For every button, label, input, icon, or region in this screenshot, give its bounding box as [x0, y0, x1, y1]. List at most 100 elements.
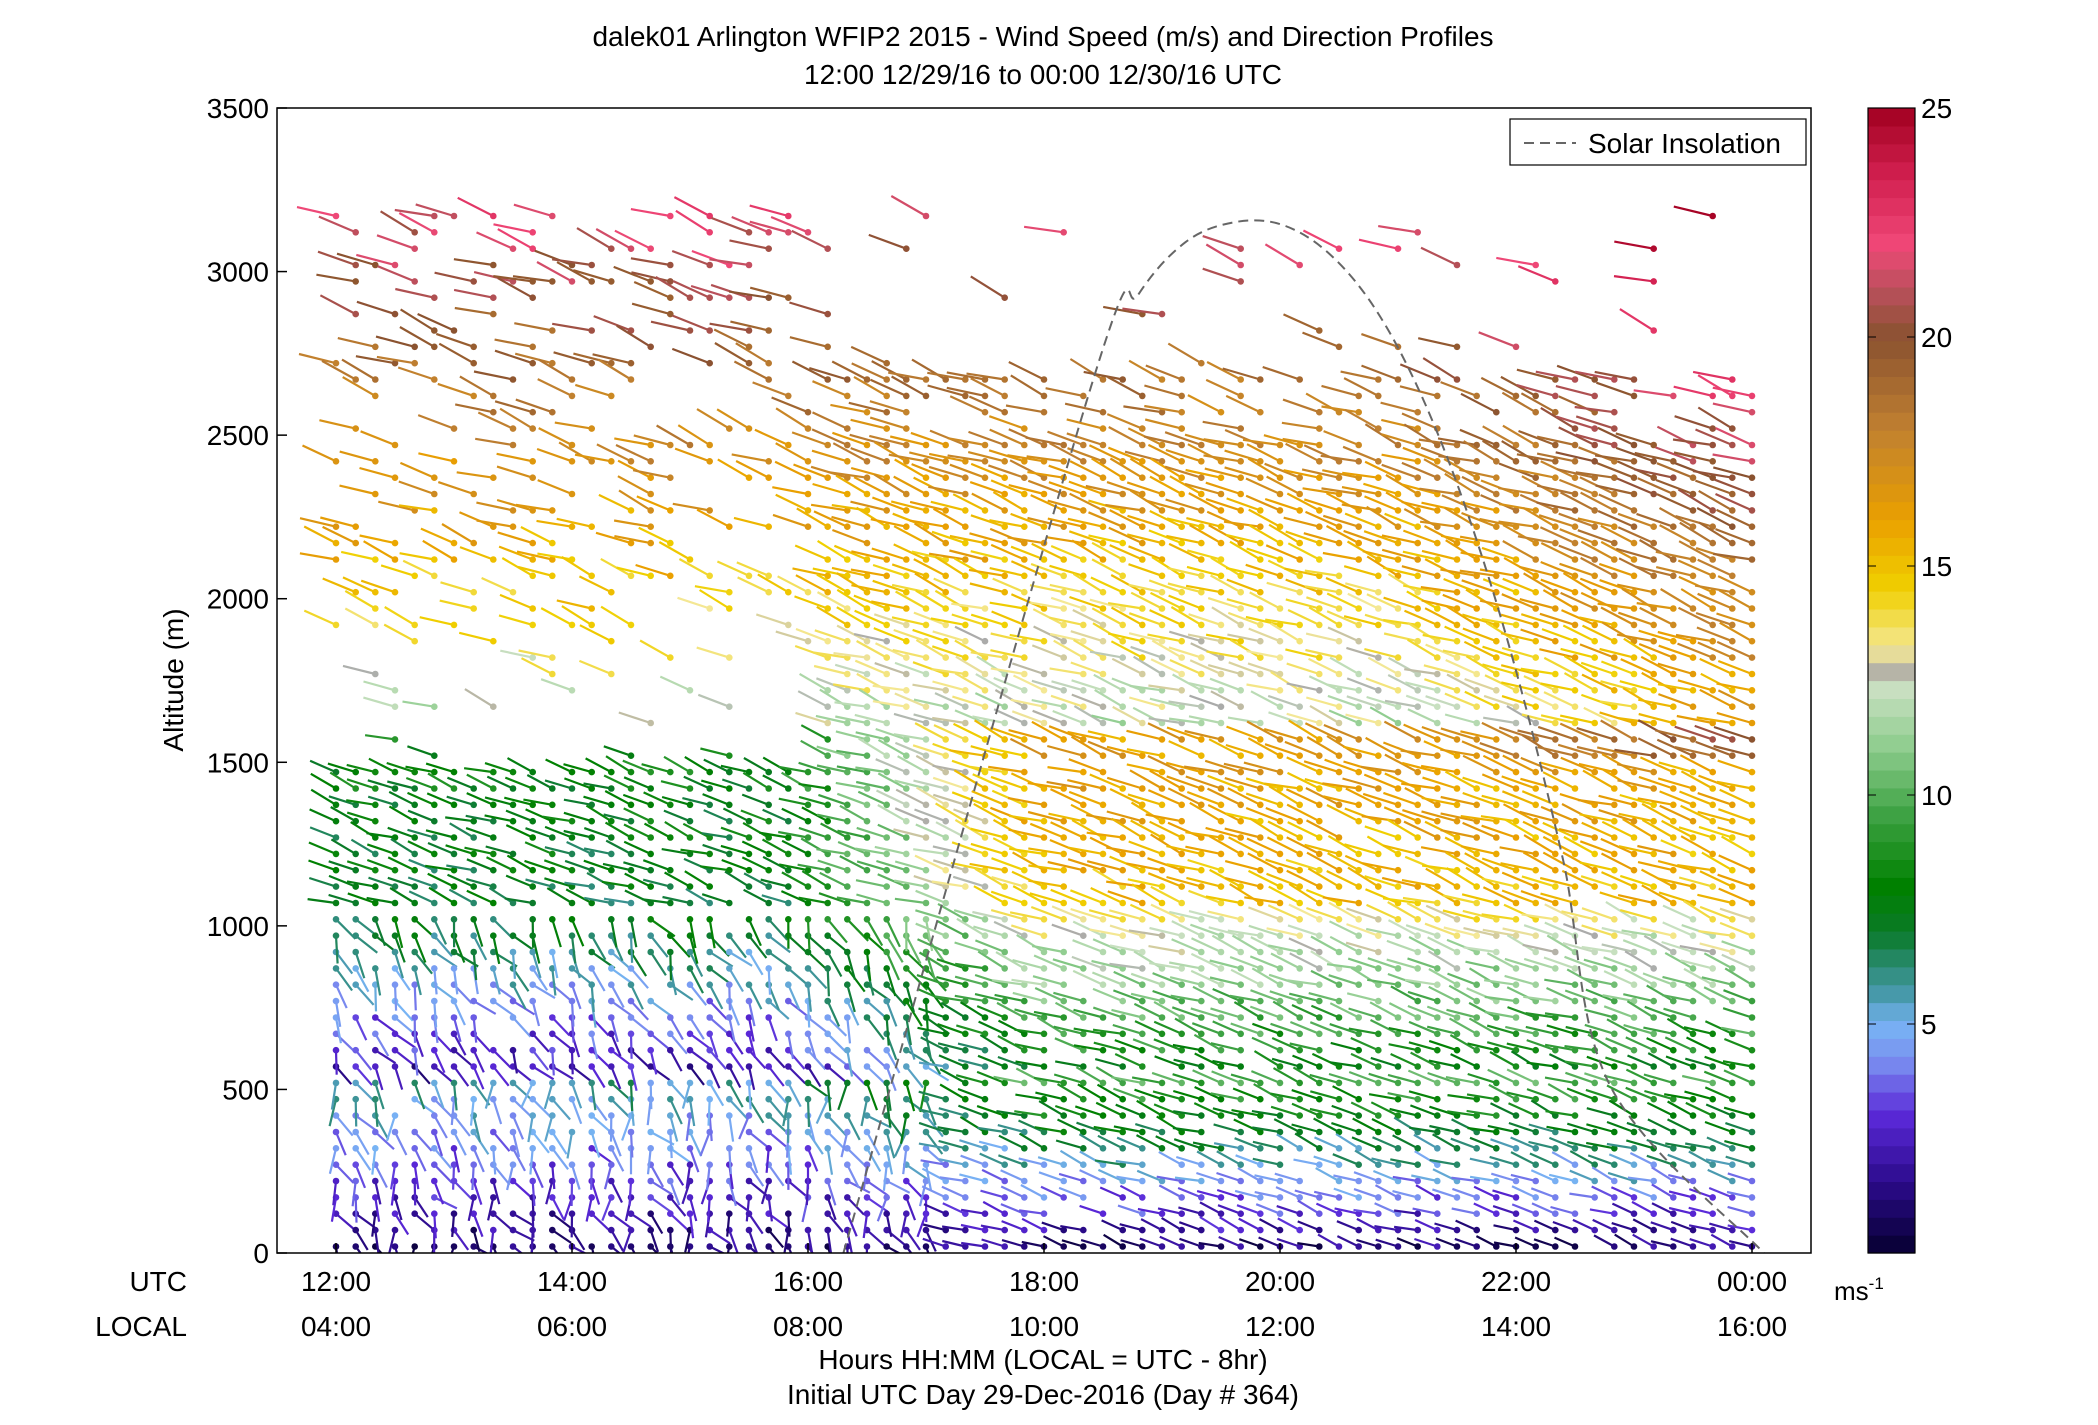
- wind-barb-shaft: [520, 1082, 534, 1108]
- wind-barb-point: [1178, 1161, 1185, 1168]
- wind-barb-point: [667, 1161, 674, 1168]
- wind-barb-shaft: [570, 951, 581, 979]
- wind-barb-point: [588, 458, 595, 465]
- wind-barb-point: [942, 1145, 949, 1152]
- wind-barb-point: [509, 1014, 517, 1021]
- wind-barb-shaft: [1127, 514, 1163, 528]
- wind-barb-shaft: [826, 1016, 848, 1037]
- chart-subtitle: 12:00 12/29/16 to 00:00 12/30/16 UTC: [804, 59, 1282, 90]
- wind-barb-point: [450, 965, 458, 972]
- wind-barb-shaft: [832, 528, 868, 545]
- wind-barb-shaft: [894, 879, 927, 888]
- wind-barb-point: [1414, 736, 1421, 743]
- wind-barb-shaft: [475, 437, 514, 447]
- wind-barb-point: [922, 556, 930, 563]
- wind-barb-point: [1414, 490, 1421, 498]
- wind-barb-shaft: [498, 545, 534, 561]
- wind-barb-point: [1178, 490, 1185, 498]
- wind-barb-point: [863, 605, 871, 612]
- wind-barb-shaft: [850, 447, 888, 463]
- wind-barb-shaft: [603, 813, 632, 823]
- wind-barb-point: [1375, 654, 1382, 661]
- wind-barb-point: [1080, 1128, 1087, 1136]
- wind-barb-point: [1355, 1079, 1362, 1087]
- wind-barb-point: [1217, 1177, 1225, 1185]
- wind-barb-shaft: [649, 1049, 658, 1075]
- wind-barb-point: [529, 343, 536, 351]
- wind-barb-point: [1021, 474, 1028, 482]
- wind-barb-shaft: [869, 400, 907, 414]
- wind-barb-point: [1178, 621, 1185, 629]
- wind-barb-point: [490, 1046, 497, 1054]
- wind-barb-shaft: [472, 935, 488, 961]
- wind-barb-point: [1414, 1095, 1421, 1103]
- wind-barb-point: [1237, 1046, 1244, 1054]
- wind-barb-shaft: [433, 1001, 438, 1028]
- wind-barb-shaft: [1315, 1167, 1340, 1182]
- wind-barb-point: [883, 965, 890, 972]
- wind-barb-point: [922, 539, 930, 547]
- wind-barb-shaft: [1096, 1083, 1124, 1101]
- wind-barb-shaft: [445, 844, 475, 855]
- wind-barb-point: [1434, 752, 1441, 759]
- wind-barb-point: [1335, 507, 1343, 514]
- wind-barb-point: [922, 1243, 930, 1250]
- wind-barb-shaft: [1073, 1008, 1104, 1019]
- wind-barb-shaft: [610, 1098, 632, 1120]
- wind-barb-shaft: [1088, 511, 1124, 528]
- wind-barb-shaft: [854, 609, 888, 626]
- wind-barb-shaft: [1367, 978, 1399, 986]
- wind-barb-shaft: [970, 377, 1006, 397]
- wind-barb-shaft: [1053, 1073, 1084, 1084]
- wind-barb-point: [1237, 507, 1244, 514]
- wind-barb-point: [981, 572, 989, 580]
- wind-barb-point: [903, 866, 910, 874]
- wind-barb-shaft: [433, 1147, 453, 1170]
- wind-barb-shaft: [433, 1213, 437, 1239]
- wind-barb-point: [804, 637, 812, 645]
- wind-barb-point: [804, 523, 812, 530]
- wind-barb-point: [1178, 817, 1185, 825]
- wind-barb-shaft: [837, 840, 868, 855]
- wind-barb-shaft: [1050, 888, 1084, 905]
- wind-barb-shaft: [689, 951, 704, 977]
- wind-barb-shaft: [1111, 1076, 1143, 1084]
- wind-barb-shaft: [688, 919, 697, 949]
- wind-barb-shaft: [1034, 987, 1065, 1003]
- wind-barb-shaft: [1305, 888, 1340, 905]
- wind-barb-shaft: [1091, 558, 1124, 577]
- wind-barb-point: [332, 1046, 340, 1054]
- wind-barb-point: [1375, 965, 1382, 972]
- wind-barb-shaft: [826, 1114, 847, 1137]
- wind-barb-point: [863, 1112, 871, 1119]
- wind-barb-shaft: [616, 566, 651, 577]
- wind-barb-point: [1178, 932, 1185, 939]
- wind-barb-point: [568, 997, 576, 1005]
- wind-barb-shaft: [1054, 1104, 1084, 1117]
- wind-barb-shaft: [1040, 1185, 1065, 1199]
- wind-barb-shaft: [1099, 1186, 1124, 1199]
- wind-barb-shaft: [992, 491, 1025, 512]
- wind-barb-point: [1276, 965, 1284, 972]
- wind-barb-shaft: [858, 737, 888, 757]
- wind-barb-shaft: [870, 518, 907, 528]
- wind-barb-shaft: [683, 857, 711, 872]
- wind-barb-point: [1119, 621, 1126, 629]
- wind-barb-point: [962, 883, 969, 890]
- wind-barb-point: [1316, 408, 1323, 416]
- wind-barb-point: [647, 1030, 654, 1038]
- wind-barb-shaft: [459, 511, 494, 528]
- wind-barb-point: [352, 1177, 360, 1185]
- wind-barb-shaft: [771, 396, 809, 414]
- wind-barb-shaft: [481, 576, 514, 594]
- wind-barb-point: [1139, 997, 1146, 1005]
- wind-barb-shaft: [649, 1245, 659, 1253]
- wind-barb-point: [1434, 703, 1441, 710]
- wind-barb-point: [1099, 752, 1107, 759]
- wind-barb-point: [1434, 621, 1441, 629]
- wind-barb-point: [332, 965, 340, 972]
- wind-barb-shaft: [573, 352, 612, 365]
- wind-barb-shaft: [1135, 1134, 1163, 1150]
- wind-barb-point: [1355, 752, 1362, 759]
- wind-barb-point: [1158, 883, 1166, 890]
